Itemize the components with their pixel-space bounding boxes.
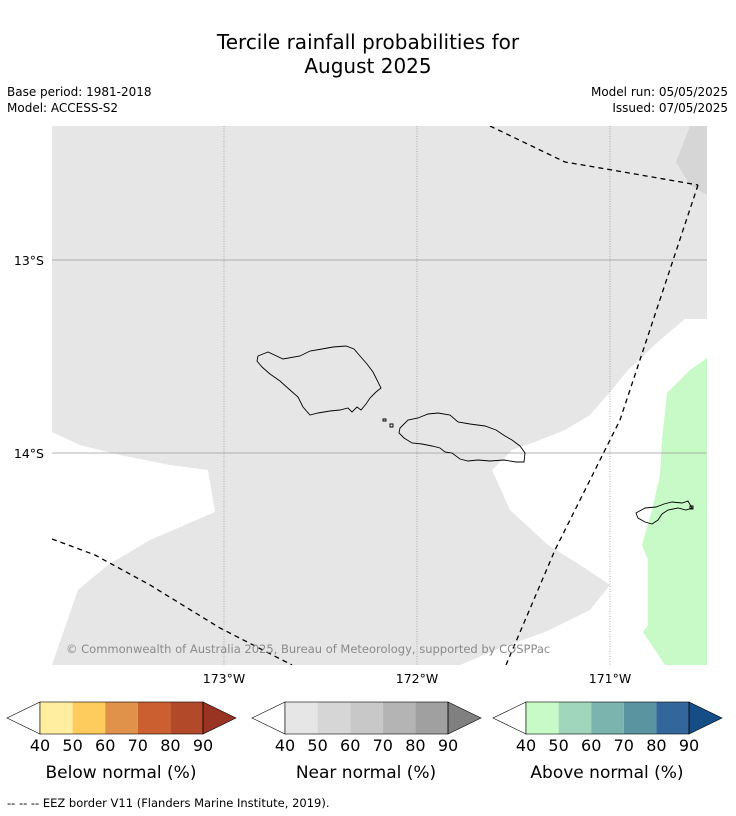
cbar-near-seg-4 — [382, 702, 416, 734]
chart-title: Tercile rainfall probabilities for Augus… — [0, 30, 736, 78]
cbar-above-tick-70: 70 — [614, 736, 634, 755]
cbar-below-seg-3 — [105, 702, 138, 734]
title-line-1: Tercile rainfall probabilities for — [216, 30, 520, 54]
cbar-near-tick-50: 50 — [307, 736, 327, 755]
cbar-near-max-extend — [447, 701, 482, 735]
eez-line-top — [489, 126, 699, 186]
cbar-above-title: Above normal (%) — [530, 763, 683, 783]
aunuu-islet — [689, 505, 694, 510]
cbar-below-min-extend — [6, 701, 41, 735]
cbar-below-tick-50: 50 — [62, 736, 82, 755]
title-line-2: August 2025 — [304, 54, 432, 78]
near-normal-dark-patch — [676, 126, 707, 195]
cbar-above-frame — [525, 701, 690, 735]
cbar-below-frame — [39, 701, 204, 735]
cbar-near-tick-40: 40 — [275, 736, 295, 755]
cbar-near-seg-1 — [285, 702, 318, 734]
cbar-above-tick-80: 80 — [646, 736, 666, 755]
lat-label-14s: 14°S — [14, 446, 44, 461]
colorbar-near-normal: 40 50 60 70 80 90 Near normal (%) — [251, 701, 482, 783]
cbar-below-seg-5 — [170, 702, 203, 734]
cbar-near-tick-60: 60 — [340, 736, 360, 755]
cbar-near-seg-3 — [350, 702, 383, 734]
manono-islet — [382, 418, 387, 422]
tutuila-island — [635, 500, 693, 525]
model-run: Model run: 05/05/2025 — [590, 85, 728, 99]
issued-date: Issued: 07/05/2025 — [612, 101, 728, 115]
cbar-above-seg-1 — [526, 702, 559, 734]
copyright-text: © Commonwealth of Australia 2025, Bureau… — [66, 642, 550, 656]
cbar-above-tick-60: 60 — [581, 736, 601, 755]
cbar-above-seg-5 — [656, 702, 689, 734]
apolima-islet — [389, 423, 394, 428]
cbar-near-min-extend — [251, 701, 286, 735]
model-name: Model: ACCESS-S2 — [7, 101, 119, 115]
coastlines — [256, 345, 694, 525]
cbar-below-seg-2 — [72, 702, 106, 734]
cbar-near-title: Near normal (%) — [296, 763, 436, 783]
cbar-below-seg-1 — [40, 702, 73, 734]
cbar-near-tick-90: 90 — [438, 736, 458, 755]
cbar-above-tick-40: 40 — [516, 736, 536, 755]
cbar-below-max-extend — [202, 701, 237, 735]
lon-label-171w: 171°W — [589, 671, 631, 686]
axis-labels: 13°S 14°S 173°W 172°W 171°W — [14, 253, 631, 686]
colorbar-below-normal: 40 50 60 70 80 90 Below normal (%) — [6, 701, 237, 783]
cbar-above-tick-50: 50 — [548, 736, 568, 755]
cbar-near-seg-2 — [317, 702, 351, 734]
lat-label-13s: 13°S — [14, 253, 44, 268]
eez-footnote: -- -- -- EEZ border V11 (Flanders Marine… — [7, 796, 330, 810]
near-normal-region — [52, 126, 707, 665]
cbar-below-seg-4 — [137, 702, 171, 734]
eez-line-east — [505, 184, 699, 665]
cbar-near-seg-5 — [415, 702, 448, 734]
cbar-near-tick-80: 80 — [405, 736, 425, 755]
colorbar-above-normal: 40 50 60 70 80 90 Above normal (%) — [492, 701, 723, 783]
cbar-above-tick-90: 90 — [679, 736, 699, 755]
cbar-below-title: Below normal (%) — [46, 763, 197, 783]
cbar-below-tick-80: 80 — [160, 736, 180, 755]
meta-left: Base period: 1981-2018 Model: ACCESS-S2 — [7, 84, 152, 116]
cbar-above-max-extend — [688, 701, 723, 735]
base-period: Base period: 1981-2018 — [7, 85, 152, 99]
eez-border — [52, 126, 699, 665]
cbar-below-tick-40: 40 — [30, 736, 50, 755]
cbar-near-frame — [284, 701, 449, 735]
cbar-above-seg-4 — [623, 702, 657, 734]
map-area: © Commonwealth of Australia 2025, Bureau… — [52, 126, 707, 665]
meta-right: Model run: 05/05/2025 Issued: 07/05/2025 — [591, 84, 728, 116]
cbar-below-tick-90: 90 — [193, 736, 213, 755]
lon-label-173w: 173°W — [203, 671, 245, 686]
above-normal-region — [642, 358, 707, 665]
savaii-island — [256, 345, 382, 416]
lon-label-172w: 172°W — [396, 671, 438, 686]
eez-line-southwest — [52, 538, 293, 665]
upolu-island — [398, 412, 526, 463]
map-figure: © Commonwealth of Australia 2025, Bureau… — [6, 126, 723, 783]
gridlines — [52, 126, 707, 665]
cbar-below-tick-70: 70 — [128, 736, 148, 755]
cbar-above-seg-3 — [591, 702, 624, 734]
cbar-above-min-extend — [492, 701, 527, 735]
cbar-near-tick-70: 70 — [373, 736, 393, 755]
cbar-below-tick-60: 60 — [95, 736, 115, 755]
cbar-above-seg-2 — [558, 702, 592, 734]
